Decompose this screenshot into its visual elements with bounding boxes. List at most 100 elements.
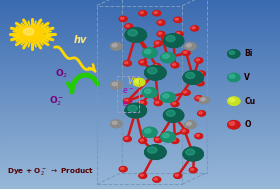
Circle shape [143,127,157,137]
Bar [0,162,280,163]
Bar [0,166,280,167]
Circle shape [192,26,195,29]
Circle shape [195,133,203,139]
Circle shape [158,32,162,34]
Circle shape [172,139,176,141]
Circle shape [164,34,184,47]
Circle shape [166,36,175,42]
Circle shape [143,88,157,98]
Bar [0,36,280,37]
Bar [0,156,280,157]
Bar [0,30,280,31]
Bar [0,42,280,43]
Circle shape [144,129,151,133]
Circle shape [112,43,117,47]
Bar [0,169,280,170]
Bar [0,144,280,145]
Bar [0,98,280,99]
Bar [0,60,280,61]
Text: O$_2$: O$_2$ [55,67,68,80]
Bar [0,80,280,81]
Bar [0,69,280,70]
Circle shape [176,32,180,34]
Circle shape [140,11,143,14]
Bar [0,119,280,120]
Bar [0,170,280,171]
Text: Dye + O$_2^-$ $\rightarrow$ Product: Dye + O$_2^-$ $\rightarrow$ Product [7,166,94,177]
Circle shape [185,121,196,129]
Circle shape [112,121,117,124]
Circle shape [186,122,191,125]
Circle shape [136,36,144,41]
Bar [0,48,280,49]
Circle shape [175,174,178,176]
Circle shape [155,101,159,103]
Circle shape [128,30,137,36]
Circle shape [124,99,128,101]
Bar [0,176,280,177]
Bar [0,104,280,105]
Circle shape [111,120,122,128]
Bar [0,14,280,15]
Circle shape [125,28,146,42]
Bar [0,47,280,48]
Circle shape [171,101,179,107]
Circle shape [161,53,175,63]
Bar [0,147,280,148]
Bar [0,67,280,68]
Circle shape [182,50,190,56]
Bar [0,17,280,18]
Circle shape [155,42,159,44]
Circle shape [111,43,122,50]
Bar [0,159,280,160]
Circle shape [186,149,195,155]
Bar [0,76,280,77]
Bar [0,182,280,183]
Circle shape [145,145,166,159]
Circle shape [182,129,185,132]
Bar [0,22,280,23]
Circle shape [145,66,166,80]
Circle shape [123,136,131,142]
Circle shape [199,97,209,104]
Text: O$_2^-$: O$_2^-$ [49,94,65,108]
Circle shape [228,73,240,82]
Circle shape [148,67,157,74]
Circle shape [175,18,178,20]
Circle shape [183,71,203,84]
Bar [0,10,280,11]
Circle shape [125,103,146,118]
Bar [0,58,280,59]
Bar [0,141,280,142]
Circle shape [172,102,176,104]
Circle shape [137,37,141,39]
Bar [0,174,280,175]
Circle shape [161,92,175,102]
Bar [0,75,280,76]
Bar [0,117,280,118]
Bar [0,97,280,98]
Bar [0,6,280,7]
Bar [0,16,280,17]
Bar [0,70,280,71]
Bar [0,68,280,69]
Bar [0,59,280,60]
Bar [0,7,280,8]
Bar [0,93,280,94]
Bar [0,155,280,156]
Bar [0,152,280,153]
Circle shape [154,100,162,106]
Bar [0,151,280,152]
Bar [0,177,280,178]
Bar [0,91,280,92]
Bar [0,106,280,107]
Circle shape [196,96,199,99]
Bar [0,160,280,161]
Bar [0,142,280,143]
Circle shape [111,43,122,50]
Bar [0,154,280,155]
Circle shape [123,61,131,66]
Circle shape [153,64,161,69]
Circle shape [135,79,140,83]
Bar [0,188,280,189]
